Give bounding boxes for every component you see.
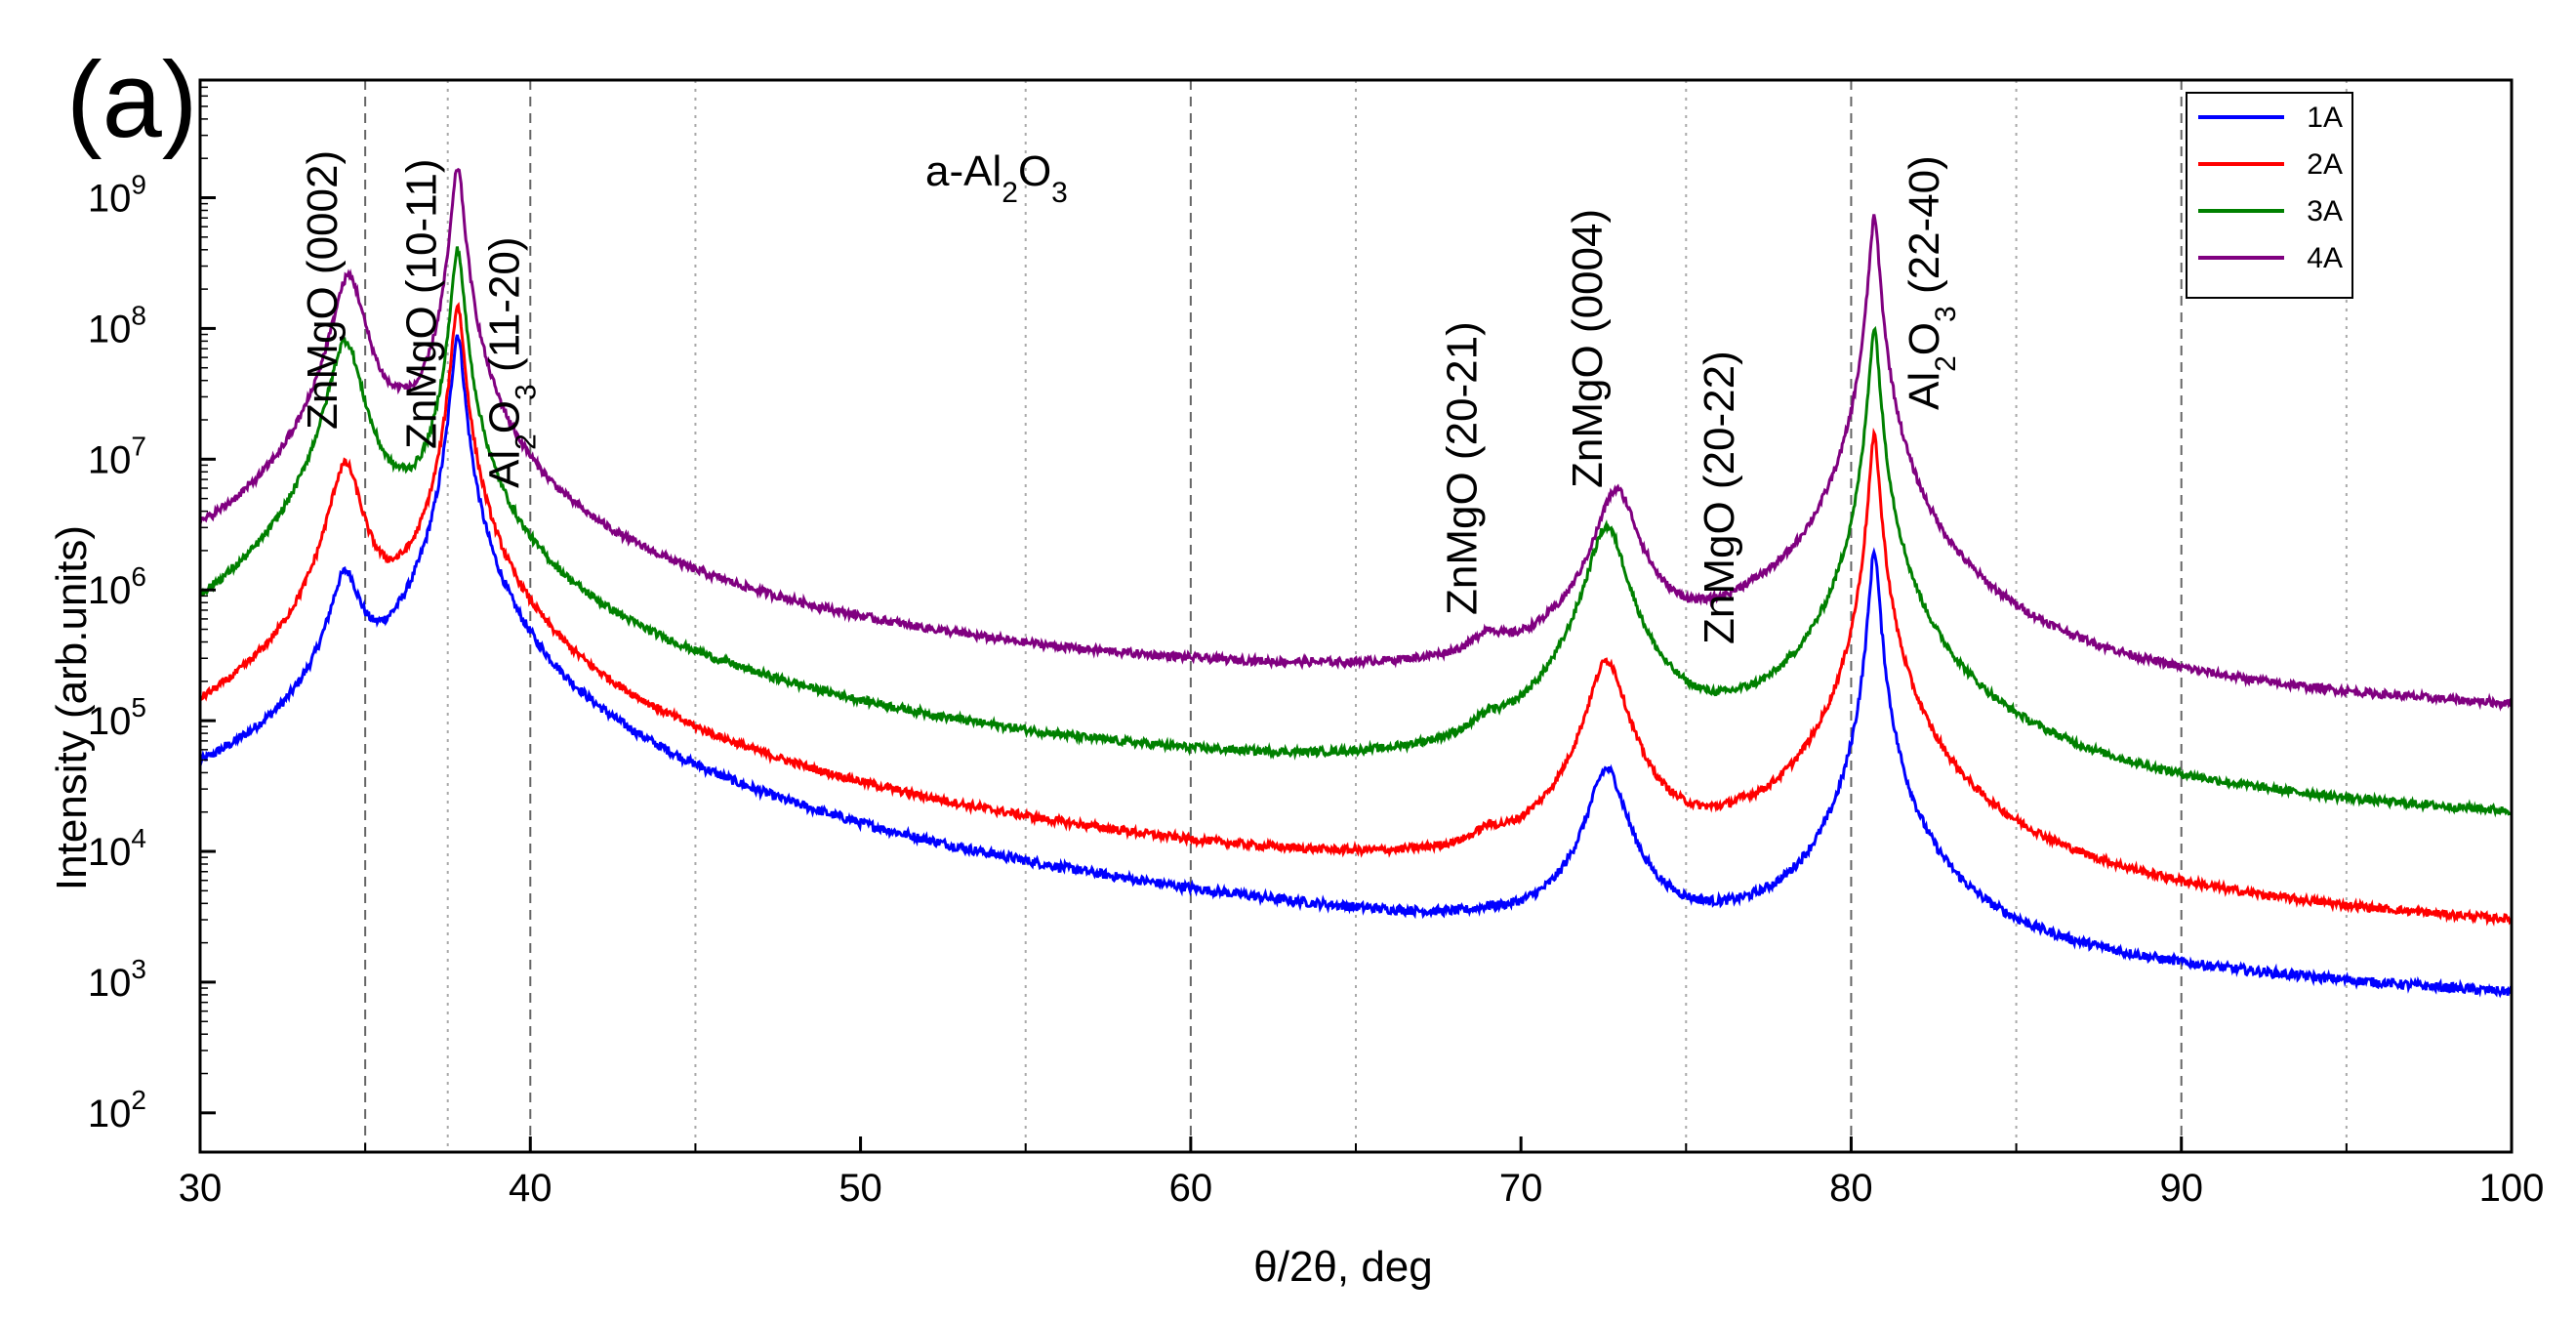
sample-label: a-Al2O3	[925, 147, 1068, 209]
legend-box	[2186, 92, 2353, 299]
y-tick-label: 102	[88, 1085, 146, 1135]
peak-label: ZnMgO (0004)	[1564, 209, 1612, 488]
x-tick-label: 40	[509, 1167, 552, 1210]
peak-label: ZnMgO (0002)	[299, 150, 347, 430]
y-tick-label: 105	[88, 692, 146, 743]
legend: 1A 2A 3A 4A	[2186, 92, 2353, 299]
y-tick-label: 103	[88, 954, 146, 1005]
series-4A-line	[200, 167, 2512, 712]
legend-label-2A: 2A	[2307, 148, 2343, 181]
peak-label: Al2O3 (22-40)	[1901, 155, 1962, 410]
series-layer	[200, 167, 2512, 999]
x-tick-label: 50	[838, 1167, 882, 1210]
peak-label: ZnMgO (20-21)	[1438, 321, 1486, 615]
axis-ticks: 30 40 50 60 70 80 90 100 102 103 104 105 106 107 108 10…	[88, 86, 2545, 1210]
legend-label-1A: 1A	[2307, 102, 2343, 134]
legend-label-4A: 4A	[2307, 242, 2343, 274]
series-3A-line	[200, 246, 2512, 818]
peak-label: ZnMgO (20-22)	[1696, 351, 1743, 644]
x-tick-label: 30	[179, 1167, 223, 1210]
y-tick-label: 109	[88, 170, 146, 221]
legend-label-3A: 3A	[2307, 195, 2343, 227]
x-tick-label: 100	[2479, 1167, 2545, 1210]
y-tick-label: 107	[88, 431, 146, 481]
series-1A-line	[200, 334, 2512, 999]
x-tick-label: 80	[1829, 1167, 1873, 1210]
y-tick-label: 108	[88, 300, 146, 351]
reference-lines	[364, 80, 2348, 1152]
peak-label: ZnMgO (10-11)	[398, 159, 446, 450]
x-axis-title: θ/2θ, deg	[1253, 1243, 1433, 1291]
series-2A-line	[200, 302, 2512, 928]
y-tick-label: 104	[88, 823, 146, 874]
y-axis-title: Intensity (arb.units)	[48, 525, 96, 890]
x-tick-label: 90	[2159, 1167, 2203, 1210]
peak-label: Al2O3 (11-20)	[480, 236, 542, 488]
x-tick-label: 60	[1169, 1167, 1213, 1210]
x-tick-label: 70	[1499, 1167, 1543, 1210]
peak-labels: ZnMgO (0002) ZnMgO (10-11) Al2O3 (11-20) Zn…	[299, 147, 1961, 644]
y-tick-label: 106	[88, 561, 146, 612]
panel-label: (a)	[66, 40, 197, 160]
